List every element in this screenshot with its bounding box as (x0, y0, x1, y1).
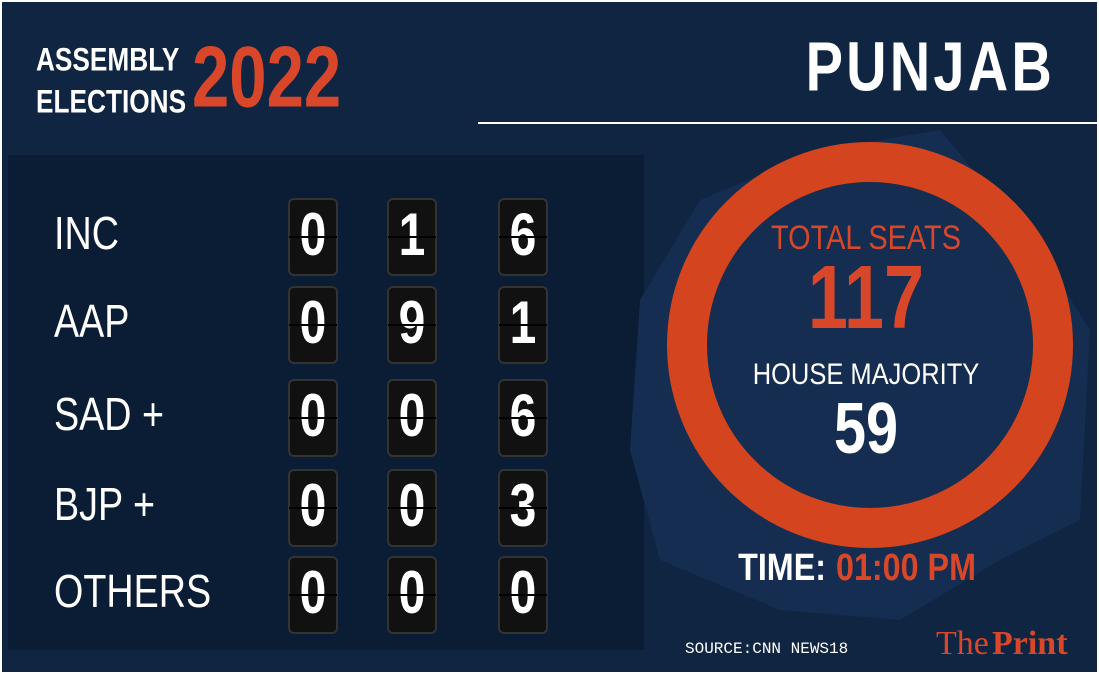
state-name: PUNJAB (806, 29, 1055, 106)
total-value: 117 (808, 247, 924, 347)
flip-digit: 0 (399, 472, 426, 539)
time-value: 01:00 PM (836, 547, 976, 589)
majority-label: HOUSE MAJORITY (753, 357, 980, 390)
flip-digit: 9 (399, 289, 426, 356)
party-name: OTHERS (54, 566, 211, 617)
flip-digit: 6 (510, 382, 537, 449)
party-name: AAP (54, 296, 129, 347)
title-year: 2022 (192, 30, 341, 126)
party-name: BJP + (54, 479, 155, 530)
flip-digit: 3 (510, 472, 537, 539)
flip-digit: 0 (399, 382, 426, 449)
brand-print: Print (992, 625, 1068, 662)
total-label: TOTAL SEATS (771, 218, 961, 257)
source: SOURCE:CNN NEWS18 (685, 640, 848, 658)
flip-digit: 0 (300, 472, 327, 539)
flip-digit: 1 (399, 201, 426, 268)
flip-digit: 0 (300, 559, 327, 626)
flip-digit: 0 (300, 382, 327, 449)
time-label: TIME: (738, 547, 826, 589)
flip-digit: 0 (399, 559, 426, 626)
party-name: INC (54, 208, 119, 259)
flip-digit: 1 (510, 289, 537, 356)
flip-digit: 0 (300, 289, 327, 356)
majority-value: 59 (834, 388, 898, 469)
flip-digit: 6 (510, 201, 537, 268)
title-line2: ELECTIONS (36, 85, 186, 120)
party-name: SAD + (54, 389, 164, 440)
seats-ring (667, 142, 1073, 548)
flip-digit: 0 (510, 559, 537, 626)
flip-digit: 0 (300, 201, 327, 268)
title-line1: ASSEMBLY (36, 43, 180, 78)
brand-the: The (936, 625, 989, 662)
